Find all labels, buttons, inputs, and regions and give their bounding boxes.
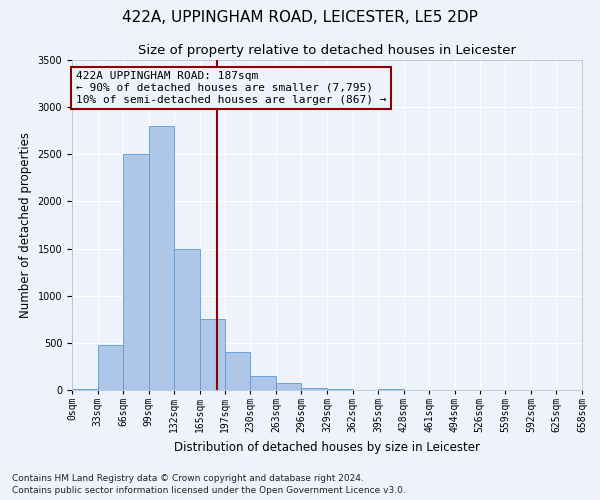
Bar: [98, 345, 123, 390]
Text: 422A, UPPINGHAM ROAD, LEICESTER, LE5 2DP: 422A, UPPINGHAM ROAD, LEICESTER, LE5 2DP: [122, 10, 478, 25]
Bar: [200, 320, 224, 390]
Y-axis label: Number of detached properties: Number of detached properties: [19, 132, 32, 318]
Bar: [327, 389, 353, 390]
Text: Contains HM Land Registry data © Crown copyright and database right 2024.
Contai: Contains HM Land Registry data © Crown c…: [12, 474, 406, 495]
Bar: [250, 376, 276, 390]
Text: 422A UPPINGHAM ROAD: 187sqm
← 90% of detached houses are smaller (7,795)
10% of : 422A UPPINGHAM ROAD: 187sqm ← 90% of det…: [76, 72, 386, 104]
X-axis label: Distribution of detached houses by size in Leicester: Distribution of detached houses by size …: [174, 440, 480, 454]
Bar: [123, 154, 149, 390]
Bar: [224, 352, 250, 390]
Title: Size of property relative to detached houses in Leicester: Size of property relative to detached ho…: [138, 44, 516, 58]
Bar: [175, 248, 200, 390]
Bar: [378, 389, 404, 390]
Bar: [301, 388, 327, 390]
Bar: [276, 383, 301, 390]
Bar: [72, 389, 98, 390]
Bar: [149, 126, 175, 390]
